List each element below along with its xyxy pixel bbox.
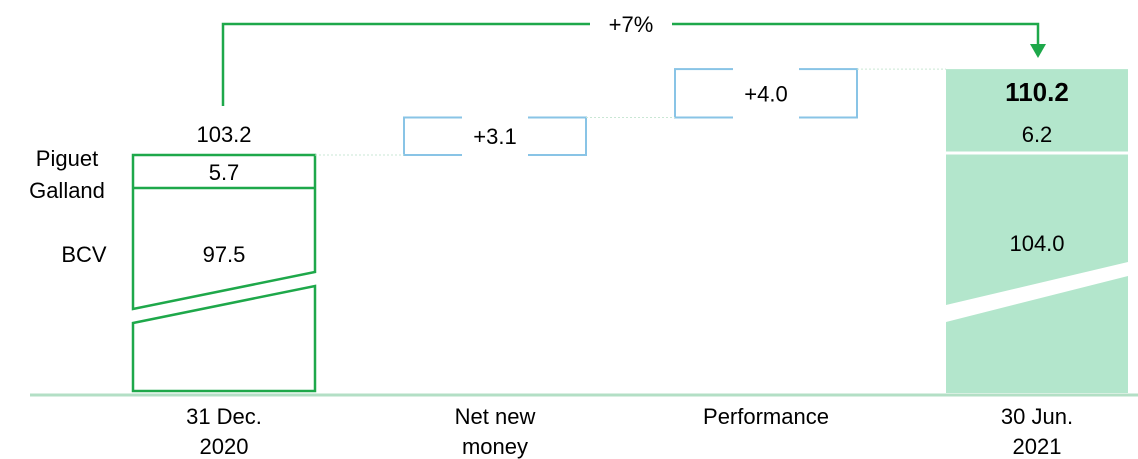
delta-label-backing [733,63,799,124]
end-total-label: 110.2 [1005,77,1069,107]
start-bar-lower [131,284,317,393]
delta-label-backing [462,111,528,161]
growth-label: +7% [609,12,654,37]
category-label: 2021 [1013,434,1062,459]
category-label: Net new [455,404,536,429]
start-bcv-value: 97.5 [203,242,246,267]
category-label: 31 Dec. [186,404,262,429]
segment-label-galland: Galland [29,178,105,203]
category-label: money [462,434,528,459]
segment-label-piguet: Piguet [36,146,98,171]
growth-arrow-head [1030,44,1046,58]
end-piguet-galland-value: 6.2 [1022,122,1053,147]
end-bcv-value: 104.0 [1009,231,1064,256]
end-bar-upper [946,69,1128,305]
end-bar-lower [946,276,1128,393]
delta-net-new-money-label: +3.1 [473,124,516,149]
delta-performance-label: +4.0 [744,81,787,106]
growth-label-backing [590,10,672,38]
category-label: 30 Jun. [1001,404,1073,429]
start-bar-upper [131,153,317,311]
segment-label-bcv: BCV [61,242,107,267]
category-label: 2020 [200,434,249,459]
start-piguet-galland-value: 5.7 [209,160,240,185]
category-label: Performance [703,404,829,429]
start-total-label: 103.2 [196,122,251,147]
